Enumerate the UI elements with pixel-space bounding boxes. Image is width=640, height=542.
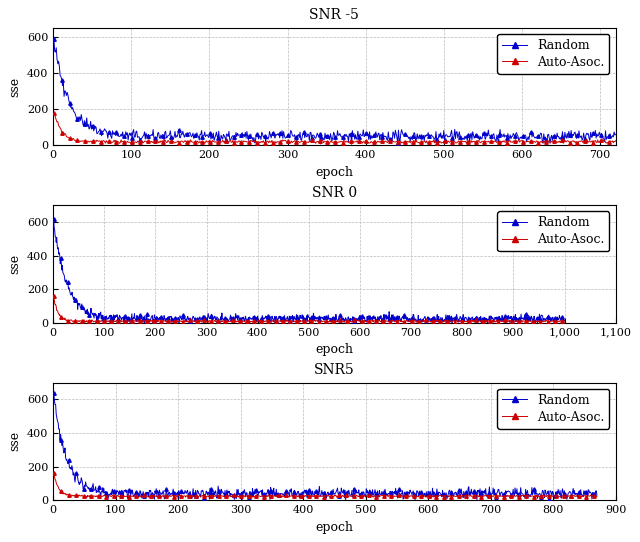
- Auto-Asoc.: [612, 138, 620, 144]
- Random: [50, 216, 58, 223]
- Random: [275, 313, 283, 319]
- Auto-Asoc.: [50, 293, 58, 299]
- Y-axis label: sse: sse: [8, 431, 21, 451]
- Auto-Asoc.: [205, 138, 212, 144]
- Line: Auto-Asoc.: Auto-Asoc.: [52, 471, 598, 499]
- Random: [205, 134, 212, 141]
- Random: [207, 492, 214, 498]
- Line: Random: Random: [52, 37, 618, 146]
- Auto-Asoc.: [403, 138, 411, 145]
- Random: [50, 36, 58, 42]
- Legend: Random, Auto-Asoc.: Random, Auto-Asoc.: [497, 211, 609, 251]
- Random: [50, 390, 58, 396]
- Random: [102, 315, 109, 322]
- Random: [73, 471, 81, 478]
- Line: Auto-Asoc.: Auto-Asoc.: [52, 111, 618, 145]
- Random: [170, 319, 177, 326]
- Y-axis label: sse: sse: [8, 254, 21, 274]
- Auto-Asoc.: [50, 109, 58, 116]
- Auto-Asoc.: [275, 318, 283, 324]
- Auto-Asoc.: [561, 318, 568, 325]
- Random: [404, 133, 412, 140]
- Auto-Asoc.: [401, 318, 409, 324]
- Random: [420, 138, 428, 144]
- Line: Random: Random: [52, 218, 566, 325]
- Random: [175, 126, 183, 133]
- Auto-Asoc.: [335, 492, 343, 499]
- Random: [458, 315, 465, 322]
- Auto-Asoc.: [288, 493, 296, 499]
- Random: [60, 93, 68, 100]
- Random: [401, 312, 409, 319]
- Auto-Asoc.: [118, 139, 125, 145]
- Auto-Asoc.: [73, 493, 81, 500]
- Auto-Asoc.: [257, 319, 264, 326]
- Random: [593, 492, 601, 498]
- Y-axis label: sse: sse: [8, 76, 21, 96]
- Random: [561, 317, 568, 324]
- Random: [449, 315, 456, 322]
- Auto-Asoc.: [420, 139, 428, 146]
- Title: SNR -5: SNR -5: [310, 8, 359, 22]
- Auto-Asoc.: [337, 493, 345, 500]
- Random: [348, 141, 355, 147]
- Random: [288, 492, 296, 498]
- Auto-Asoc.: [236, 492, 243, 499]
- Random: [257, 317, 264, 323]
- Legend: Random, Auto-Asoc.: Random, Auto-Asoc.: [497, 34, 609, 74]
- Auto-Asoc.: [175, 139, 183, 146]
- Random: [337, 485, 345, 491]
- Auto-Asoc.: [50, 469, 58, 476]
- Auto-Asoc.: [512, 140, 520, 147]
- Line: Random: Random: [52, 391, 598, 502]
- Random: [118, 133, 125, 139]
- X-axis label: epoch: epoch: [316, 166, 353, 179]
- Auto-Asoc.: [207, 493, 214, 499]
- Title: SNR 0: SNR 0: [312, 186, 357, 200]
- Random: [236, 491, 243, 497]
- Legend: Random, Auto-Asoc.: Random, Auto-Asoc.: [497, 389, 609, 429]
- Title: SNR5: SNR5: [314, 363, 355, 377]
- Auto-Asoc.: [179, 319, 186, 326]
- X-axis label: epoch: epoch: [316, 521, 353, 534]
- Auto-Asoc.: [458, 318, 465, 325]
- Auto-Asoc.: [281, 494, 289, 501]
- Auto-Asoc.: [593, 493, 601, 500]
- X-axis label: epoch: epoch: [316, 343, 353, 356]
- Random: [335, 488, 343, 495]
- Auto-Asoc.: [102, 318, 109, 325]
- Random: [612, 131, 620, 138]
- Random: [261, 497, 269, 504]
- Auto-Asoc.: [60, 131, 68, 137]
- Auto-Asoc.: [449, 319, 456, 325]
- Line: Auto-Asoc.: Auto-Asoc.: [52, 294, 566, 325]
